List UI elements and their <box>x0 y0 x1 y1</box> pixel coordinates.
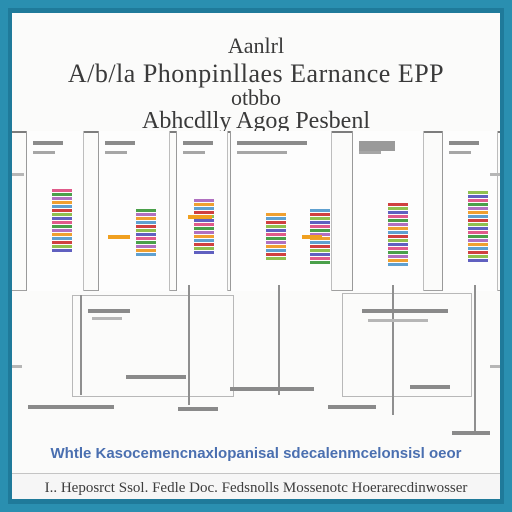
color-stack <box>136 209 156 257</box>
orange-marker <box>302 235 322 239</box>
title-line-2: A/b/la Phonpinllaes Earnance EPP <box>67 59 445 88</box>
outer-frame: Aanlrl A/b/la Phonpinllaes Earnance EPP … <box>8 8 504 504</box>
lower-text <box>88 309 130 313</box>
lower-text <box>410 385 450 389</box>
connector-line <box>392 285 394 415</box>
lower-text <box>452 431 490 435</box>
lower-text <box>28 405 114 409</box>
lower-text <box>126 375 186 379</box>
color-stack <box>194 199 214 255</box>
side-tick <box>490 365 500 368</box>
footer-title: Whtle Kasocemencnaxlopanisal sdecalenmce… <box>50 445 462 462</box>
lower-text <box>230 387 314 391</box>
connector-line <box>80 295 82 395</box>
lower-text <box>92 317 122 320</box>
column-2 <box>98 131 170 291</box>
orange-marker <box>188 215 212 219</box>
lower-text <box>328 405 376 409</box>
color-stack <box>388 203 408 267</box>
side-tick <box>12 365 22 368</box>
color-stack <box>266 213 286 261</box>
orange-marker <box>108 235 130 239</box>
title-line-3: otbbo <box>230 85 282 110</box>
connector-line <box>278 285 280 395</box>
connector-line <box>474 285 476 435</box>
footer-text: I.. Heposrct Ssol. Fedle Doc. Fedsnolls … <box>44 480 468 496</box>
lower-text <box>362 309 448 313</box>
title-line-4: Abhcdlly Agog Pesbenl <box>142 108 370 134</box>
connector-line <box>188 285 190 405</box>
lower-panel-right <box>342 293 472 397</box>
lower-text <box>178 407 218 411</box>
diagram-sheet: Aanlrl A/b/la Phonpinllaes Earnance EPP … <box>12 13 500 499</box>
title-line-1: Aanlrl <box>227 33 285 58</box>
lower-text <box>368 319 428 322</box>
color-stack <box>468 191 488 263</box>
side-tick <box>12 173 24 176</box>
lower-panel-left <box>72 295 234 397</box>
color-stack <box>52 189 72 253</box>
side-tick <box>490 173 500 176</box>
footer-bar: I.. Heposrct Ssol. Fedle Doc. Fedsnolls … <box>12 473 500 499</box>
